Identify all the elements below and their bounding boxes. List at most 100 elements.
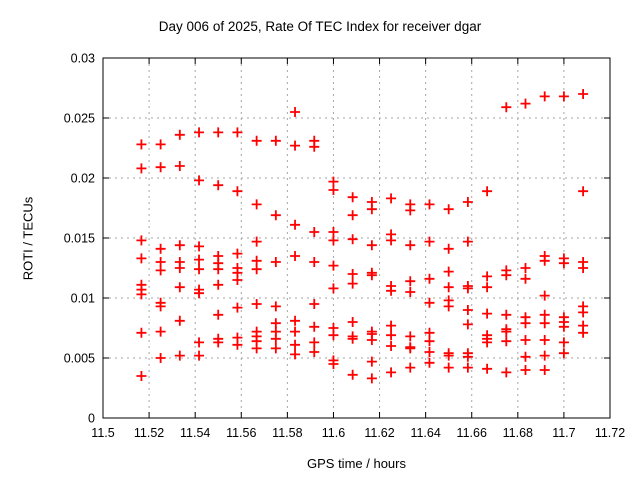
y-tick-label: 0 <box>88 412 95 426</box>
data-point-marker <box>194 175 205 186</box>
data-point-marker <box>558 321 569 332</box>
data-point-marker <box>405 331 416 342</box>
data-point-marker <box>558 258 569 269</box>
data-point-marker <box>558 348 569 359</box>
data-point-marker <box>194 127 205 138</box>
data-point-marker <box>347 210 358 221</box>
data-point-marker <box>405 240 416 251</box>
data-point-marker <box>328 227 339 237</box>
data-point-marker <box>155 243 166 254</box>
data-point-marker <box>290 326 301 337</box>
data-point-marker <box>386 320 397 331</box>
data-point-marker <box>213 180 224 191</box>
data-point-marker <box>520 98 531 109</box>
data-point-marker <box>194 241 205 252</box>
data-point-marker <box>328 185 339 195</box>
data-point-marker <box>174 263 185 273</box>
data-point-marker <box>405 287 416 297</box>
y-tick-label: 0.01 <box>71 292 95 306</box>
y-axis-title: ROTI / TECUs <box>20 196 36 281</box>
data-point-marker <box>194 288 205 299</box>
data-point-marker <box>405 343 416 354</box>
data-point-marker <box>539 309 550 320</box>
data-point-marker <box>405 362 416 373</box>
data-point-marker <box>194 337 205 348</box>
data-point-marker <box>539 91 550 102</box>
data-point-marker <box>347 192 358 203</box>
data-point-marker <box>270 257 281 267</box>
data-points <box>136 89 589 384</box>
y-tick-label: 0.025 <box>64 112 95 126</box>
data-point-marker <box>482 186 493 197</box>
data-point-marker <box>462 305 473 315</box>
data-point-marker <box>136 371 147 381</box>
x-tick-label: 11.6 <box>322 426 345 440</box>
data-point-marker <box>578 89 589 99</box>
data-point-marker <box>443 282 454 293</box>
data-point-marker <box>136 253 147 264</box>
data-point-marker <box>309 141 320 152</box>
data-point-marker <box>347 369 358 380</box>
data-point-marker <box>270 210 281 221</box>
data-point-marker <box>232 302 243 313</box>
tick-labels: 11.5 11.52 11.54 11.56 11.58 11.6 11.62 11.64 11… <box>64 52 626 441</box>
data-point-marker <box>309 321 320 332</box>
data-point-marker <box>251 264 262 275</box>
y-tick-label: 0.02 <box>71 172 95 186</box>
data-point-marker <box>366 335 377 345</box>
data-point-marker <box>328 283 339 294</box>
x-tick-label: 11.5 <box>91 426 114 440</box>
data-point-marker <box>482 363 493 374</box>
data-point-marker <box>386 235 397 246</box>
data-point-marker <box>232 275 243 285</box>
data-point-marker <box>155 301 166 312</box>
data-point-marker <box>462 197 473 207</box>
data-point-marker <box>213 279 224 290</box>
data-point-marker <box>539 318 550 329</box>
data-point-marker <box>290 315 301 326</box>
data-point-marker <box>270 318 281 329</box>
data-point-marker <box>213 337 224 348</box>
data-point-marker <box>270 301 281 312</box>
data-point-marker <box>232 339 243 350</box>
data-point-marker <box>270 135 281 146</box>
data-point-marker <box>155 326 166 337</box>
data-point-marker <box>290 251 301 261</box>
data-point-marker <box>443 204 454 215</box>
data-point-marker <box>558 337 569 348</box>
data-point-marker <box>366 204 377 215</box>
data-point-marker <box>482 271 493 282</box>
x-tick-label: 11.7 <box>552 426 575 440</box>
x-tick-label: 11.64 <box>410 426 440 440</box>
data-point-marker <box>251 299 262 309</box>
data-point-marker <box>462 351 473 362</box>
data-point-marker <box>290 349 301 360</box>
data-point-marker <box>424 273 435 284</box>
data-point-marker <box>174 315 185 326</box>
data-point-marker <box>424 327 435 338</box>
x-tick-label: 11.56 <box>226 426 256 440</box>
data-point-marker <box>558 91 569 102</box>
data-point-marker <box>290 140 301 151</box>
data-point-marker <box>290 107 301 117</box>
data-point-marker <box>424 357 435 368</box>
data-point-marker <box>347 278 358 289</box>
data-point-marker <box>328 330 339 341</box>
data-point-marker <box>174 161 185 171</box>
data-point-marker <box>155 265 166 276</box>
x-tick-label: 11.68 <box>503 426 533 440</box>
data-point-marker <box>232 127 243 138</box>
data-point-marker <box>174 129 185 140</box>
data-point-marker <box>290 339 301 350</box>
data-point-marker <box>443 301 454 312</box>
data-point-marker <box>501 367 512 378</box>
data-point-marker <box>386 330 397 341</box>
grid-lines <box>103 58 610 418</box>
data-point-marker <box>174 282 185 293</box>
y-tick-label: 0.015 <box>64 232 95 246</box>
data-point-marker <box>366 373 377 384</box>
data-point-marker <box>328 260 339 271</box>
data-point-marker <box>386 285 397 296</box>
